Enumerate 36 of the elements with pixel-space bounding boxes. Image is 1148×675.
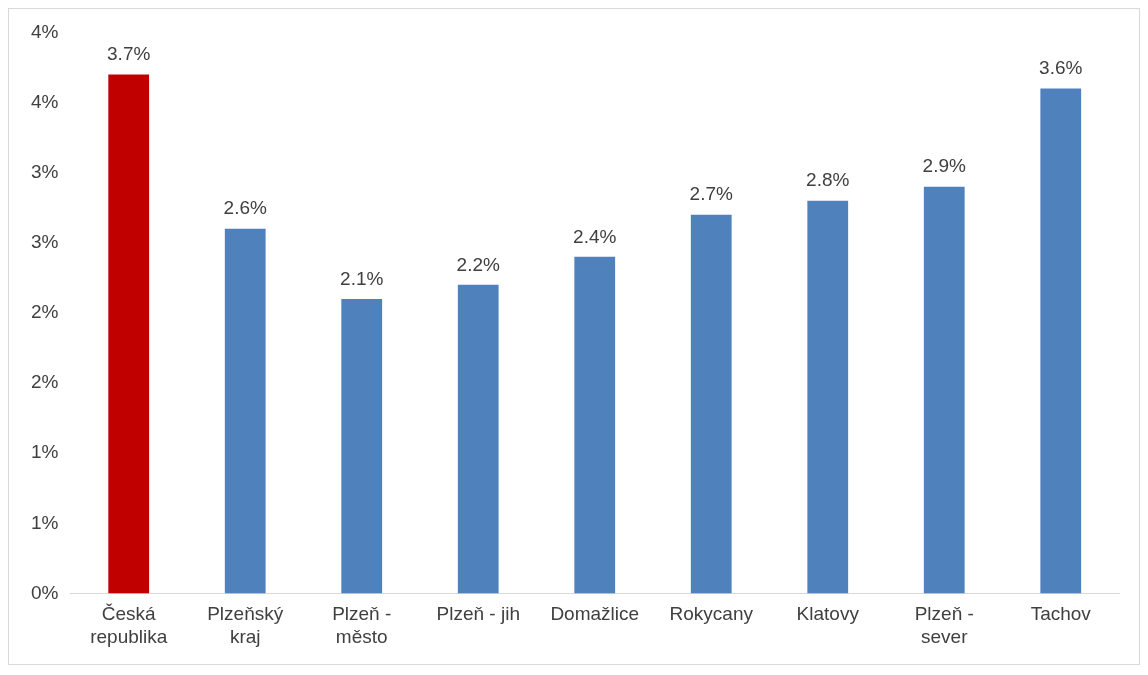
bar [1040,88,1082,594]
x-tick-label: Tachov [1030,603,1092,625]
data-label: 2.8% [806,169,850,191]
data-label: 3.6% [1039,57,1083,79]
y-tick-label: 1% [30,441,59,463]
bar [457,284,499,594]
data-label: 2.6% [223,197,267,219]
bar [224,228,266,594]
bar [108,74,150,594]
y-tick-label: 4% [30,90,59,112]
x-tick-label: Rokycany [669,603,754,625]
y-tick-label: 1% [30,511,59,533]
bar [690,214,732,594]
y-tick-label: 4% [30,20,59,42]
bar [923,186,965,594]
x-tick-label: Domažlice [550,603,640,625]
data-label: 3.7% [107,43,151,65]
y-tick-label: 3% [30,231,59,253]
x-tick-label: Klatovy [796,603,860,625]
y-tick-label: 3% [30,160,59,182]
data-label: 2.7% [689,183,733,205]
data-label: 2.9% [922,155,966,177]
x-tick-label: Česká republika [90,603,168,647]
x-tick-label: Plzeň - město [332,603,392,647]
bar [807,200,849,594]
y-tick-label: 0% [30,581,59,603]
x-tick-label: Plzeňský kraj [207,603,284,647]
y-tick-label: 2% [30,371,59,393]
x-tick-label: Plzeň - sever [914,603,974,647]
bar [574,256,616,594]
bar [341,298,383,594]
x-tick-label: Plzeň - jih [436,603,520,625]
data-label: 2.4% [573,225,617,247]
data-label: 2.2% [456,253,500,275]
data-label: 2.1% [340,267,384,289]
y-tick-label: 2% [30,301,59,323]
